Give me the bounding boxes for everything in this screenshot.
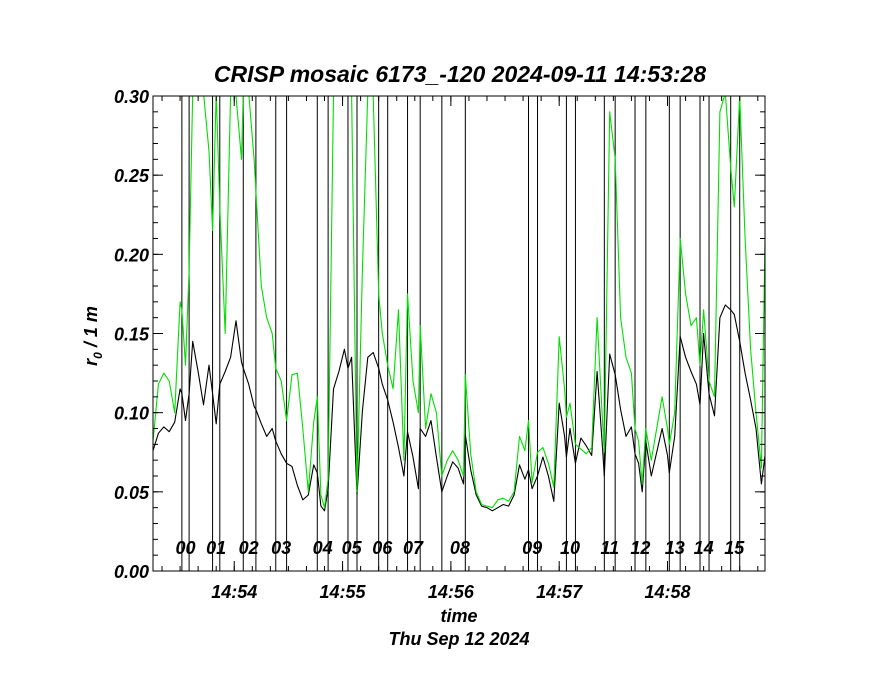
scan-label: 07 [403, 538, 424, 558]
axis-ticks: 0.00 0.05 0.10 0.15 0.20 0.25 0.30 14:54 14:55 14… [114, 87, 765, 602]
x-axis-date-label: Thu Sep 12 2024 [388, 629, 529, 649]
y-tick-label: 0.25 [114, 166, 150, 186]
y-axis-label-main: r [81, 358, 101, 366]
y-tick-label: 0.30 [114, 87, 149, 107]
scan-label: 03 [271, 538, 291, 558]
y-axis-label: r0 / 1 m [81, 306, 105, 366]
x-tick-label: 14:56 [428, 582, 475, 602]
scan-label: 04 [313, 538, 333, 558]
y-tick-label: 0.10 [114, 404, 149, 424]
scan-label: 08 [450, 538, 470, 558]
scan-label: 09 [522, 538, 542, 558]
chart-title: CRISP mosaic 6173_-120 2024-09-11 14:53:… [214, 61, 706, 87]
y-tick-label: 0.20 [114, 245, 149, 265]
x-tick-label: 14:57 [536, 582, 583, 602]
y-axis-label-unit: / 1 m [81, 306, 101, 352]
x-tick-label: 14:58 [644, 582, 690, 602]
scan-label: 06 [372, 538, 393, 558]
plot-frame [152, 95, 766, 572]
scan-label: 15 [724, 538, 745, 558]
x-tick-label: 14:54 [211, 582, 257, 602]
scan-label: 05 [342, 538, 363, 558]
scan-label: 10 [560, 538, 580, 558]
series-line-0 [153, 304, 765, 512]
scan-labels: 00 01 02 03 04 05 06 07 08 09 10 11 12 13 14 15 [175, 538, 745, 558]
series-line-1 [153, 96, 765, 509]
y-tick-label: 0.05 [114, 483, 150, 503]
scan-label: 01 [206, 538, 226, 558]
scan-boundary-lines [181, 96, 741, 571]
x-axis-label: time [440, 606, 477, 626]
x-tick-label: 14:55 [320, 582, 367, 602]
series-lines [153, 96, 765, 512]
y-tick-label: 0.15 [114, 325, 150, 345]
y-axis-label-subscript: 0 [91, 352, 105, 359]
scan-label: 13 [665, 538, 685, 558]
scan-label: 02 [239, 538, 259, 558]
scan-label: 14 [694, 538, 714, 558]
y-tick-label: 0.00 [114, 562, 149, 582]
scan-label: 12 [630, 538, 650, 558]
scan-label: 11 [600, 538, 619, 558]
scan-label: 00 [175, 538, 195, 558]
